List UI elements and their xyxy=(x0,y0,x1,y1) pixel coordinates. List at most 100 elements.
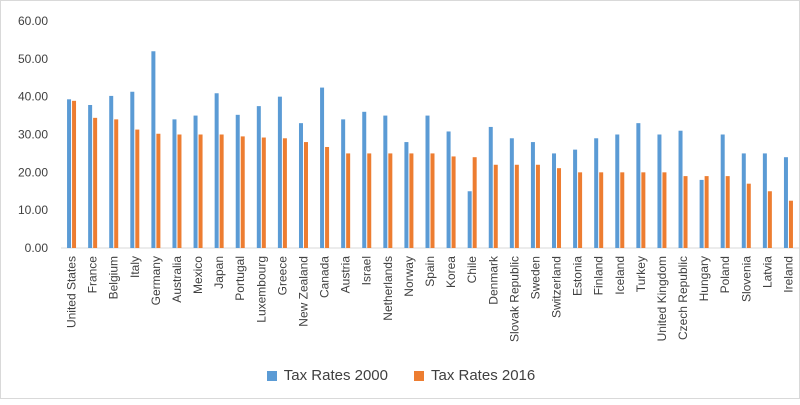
x-tick-label: Canada xyxy=(318,256,332,298)
x-tick-label: Greece xyxy=(275,256,289,296)
x-tick-label: France xyxy=(86,256,100,294)
bar-2000 xyxy=(615,134,620,248)
bar-2000 xyxy=(341,119,346,248)
x-tick-label: Estonia xyxy=(571,256,585,296)
bar-2000 xyxy=(425,115,430,248)
x-tick-label: Finland xyxy=(592,256,606,295)
x-tick-label: Turkey xyxy=(634,256,648,292)
bar-2000 xyxy=(636,123,641,248)
bar-2016 xyxy=(451,156,456,248)
x-axis-tick-labels: United States France Belgium Italy Germany Au… xyxy=(65,255,796,342)
bar-2016 xyxy=(303,142,308,248)
bar-2000 xyxy=(720,134,725,248)
bar-2000 xyxy=(109,95,114,248)
bar-2000 xyxy=(320,87,325,248)
bar-2000 xyxy=(509,138,514,248)
y-tick-label: 10.00 xyxy=(18,203,48,217)
bar-2000 xyxy=(214,93,219,249)
bar-2016 xyxy=(430,153,435,248)
bar-2000 xyxy=(467,191,472,248)
y-tick-label: 20.00 xyxy=(18,165,48,179)
x-tick-label: Mexico xyxy=(191,256,205,294)
x-tick-label: Korea xyxy=(444,256,458,288)
bar-2016 xyxy=(767,191,772,248)
bar-2000 xyxy=(172,119,177,248)
bar-2000 xyxy=(657,134,662,248)
bar-2016 xyxy=(641,172,646,248)
bar-2000 xyxy=(235,114,240,249)
bar-2016 xyxy=(683,176,688,248)
legend-label-2000: Tax Rates 2000 xyxy=(283,367,388,384)
bar-2016 xyxy=(325,146,330,248)
legend-item-2000: Tax Rates 2000 xyxy=(266,367,388,384)
legend-label-2016: Tax Rates 2016 xyxy=(431,367,536,384)
bar-2016 xyxy=(578,172,583,248)
bar-2016 xyxy=(135,129,140,248)
bar-2000 xyxy=(573,149,578,248)
y-tick-label: 50.00 xyxy=(18,52,48,66)
bar-2000 xyxy=(277,96,282,249)
bar-2000 xyxy=(594,138,599,248)
x-tick-label: Israel xyxy=(360,256,374,285)
x-tick-label: Netherlands xyxy=(381,256,395,321)
x-tick-label: Germany xyxy=(149,256,163,305)
bar-2016 xyxy=(282,138,287,248)
x-tick-label: Austria xyxy=(339,256,353,294)
y-tick-label: 40.00 xyxy=(18,90,48,104)
bar-2000 xyxy=(256,106,261,248)
bar-2016 xyxy=(346,153,351,248)
bar-2000 xyxy=(552,153,557,248)
legend: Tax Rates 2000 Tax Rates 2016 xyxy=(1,367,800,384)
bar-2000 xyxy=(699,179,704,248)
bar-2016 xyxy=(219,134,224,248)
y-tick-label: 30.00 xyxy=(18,128,48,142)
bar-2016 xyxy=(535,164,540,248)
bar-2000 xyxy=(446,131,451,248)
y-tick-label: 0.00 xyxy=(25,241,49,255)
legend-swatch-2000 xyxy=(266,370,277,381)
bar-2016 xyxy=(177,134,182,248)
x-tick-label: Slovak Republic xyxy=(507,256,521,342)
bar-2016 xyxy=(704,176,709,248)
x-tick-label: Hungary xyxy=(697,256,711,301)
bar-2000 xyxy=(762,153,767,248)
bar-2016 xyxy=(620,172,625,248)
y-axis-tick-labels: 0.00 10.00 20.00 30.00 40.00 50.00 60.00 xyxy=(18,14,48,255)
bar-2000 xyxy=(488,126,493,248)
bar-2000 xyxy=(530,142,535,248)
bar-2000 xyxy=(404,142,409,248)
y-tick-label: 60.00 xyxy=(18,14,48,28)
x-tick-label: Portugal xyxy=(233,256,247,301)
bar-2000 xyxy=(383,115,388,248)
bar-2000 xyxy=(362,111,367,248)
x-tick-label: Japan xyxy=(212,256,226,289)
bar-2016 xyxy=(240,136,245,248)
x-tick-label: Iceland xyxy=(613,256,627,295)
bar-2016 xyxy=(388,153,393,248)
x-tick-label: Ireland xyxy=(781,256,795,293)
bar-2016 xyxy=(472,157,477,248)
x-tick-label: Chile xyxy=(465,256,479,284)
x-tick-label: Italy xyxy=(128,256,142,278)
bars xyxy=(67,51,793,249)
bar-2000 xyxy=(151,51,156,249)
bar-2016 xyxy=(198,134,203,248)
bar-2000 xyxy=(130,91,135,248)
x-tick-label: Denmark xyxy=(486,255,500,305)
bar-2000 xyxy=(67,99,72,248)
x-tick-label: Belgium xyxy=(107,256,121,299)
x-tick-label: Slovenia xyxy=(739,256,753,302)
x-tick-label: Latvia xyxy=(760,256,774,288)
bar-2016 xyxy=(93,117,98,248)
x-tick-label: New Zealand xyxy=(296,256,310,327)
bar-2016 xyxy=(156,133,161,248)
x-tick-label: United States xyxy=(65,256,79,328)
bar-2016 xyxy=(514,164,519,248)
bar-2016 xyxy=(493,164,498,248)
bar-2016 xyxy=(261,137,266,248)
bar-2000 xyxy=(678,130,683,248)
x-tick-label: Poland xyxy=(718,256,732,293)
x-tick-label: Australia xyxy=(170,256,184,303)
